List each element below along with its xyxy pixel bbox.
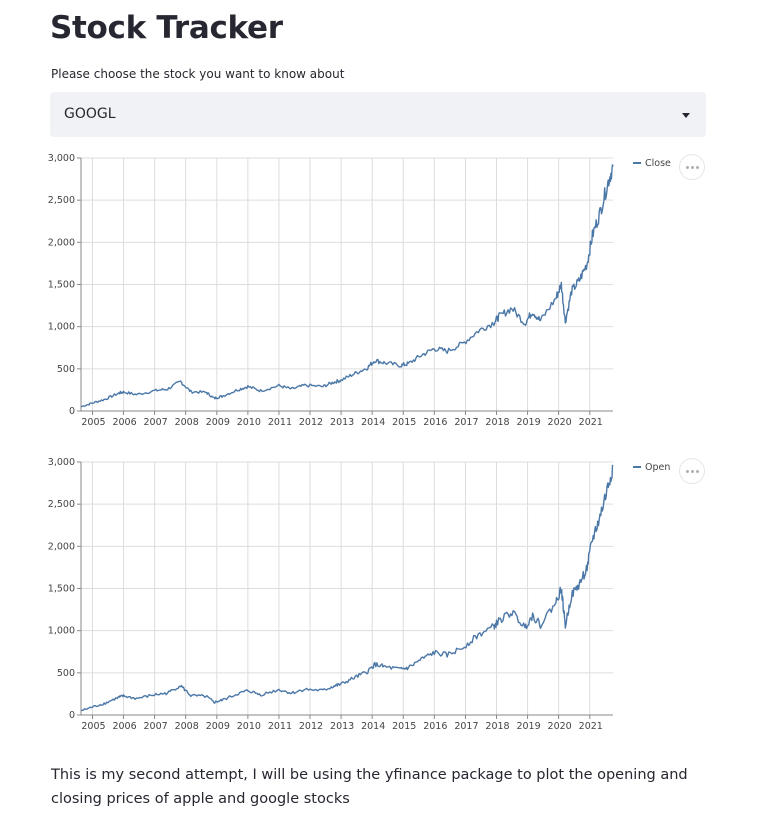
x-tick-label: 2017 [454, 417, 478, 428]
x-tick-label: 2006 [112, 721, 136, 732]
x-tick-label: 2010 [237, 721, 261, 732]
close-chart-svg: 0 500 1,000 1,500 2,000 2,500 3,000 2005 2006 200… [48, 153, 671, 428]
x-tick-label: 2008 [175, 417, 199, 428]
x-tick-label: 2014 [361, 721, 385, 732]
x-tick-label: 2019 [516, 417, 540, 428]
y-tick-label: 1,500 [48, 584, 75, 595]
x-tick-label: 2021 [579, 417, 603, 428]
x-tick-label: 2006 [112, 417, 136, 428]
y-tick-label: 1,000 [48, 322, 75, 333]
x-tick-label: 2019 [516, 721, 540, 732]
x-tick-label: 2021 [579, 721, 603, 732]
y-tick-label: 1,000 [48, 626, 75, 637]
y-tick-label: 2,500 [48, 499, 75, 510]
stock-select[interactable]: GOOGL [50, 92, 706, 137]
y-tick-label: 2,000 [48, 237, 75, 248]
open-chart: 0 500 1,000 1,500 2,000 2,500 3,000 2005 2006 200… [0, 449, 769, 739]
chart-menu-button[interactable] [679, 154, 705, 180]
x-tick-label: 2009 [206, 721, 230, 732]
series-line-open [80, 464, 614, 712]
x-tick-label: 2012 [299, 417, 323, 428]
legend-label: Open [645, 462, 670, 473]
x-tick-label: 2017 [454, 721, 478, 732]
x-tick-label: 2008 [175, 721, 199, 732]
x-tick-label: 2005 [81, 417, 105, 428]
y-tick-label: 3,000 [48, 457, 75, 468]
description-paragraph: This is my second attempt, I will be usi… [51, 767, 688, 807]
y-tick-label: 500 [57, 668, 75, 679]
y-tick-label: 0 [69, 710, 75, 721]
x-tick-label: 2015 [392, 721, 416, 732]
page-title: Stock Tracker [50, 10, 283, 46]
x-tick-label: 2020 [548, 417, 572, 428]
x-tick-label: 2011 [268, 417, 292, 428]
x-tick-label: 2009 [206, 417, 230, 428]
y-tick-label: 1,500 [48, 280, 75, 291]
more-horizontal-icon [685, 165, 699, 169]
x-tick-label: 2018 [485, 721, 509, 732]
x-tick-label: 2007 [144, 417, 168, 428]
x-tick-label: 2011 [268, 721, 292, 732]
y-tick-label: 3,000 [48, 153, 75, 164]
select-value: GOOGL [64, 106, 116, 122]
select-label: Please choose the stock you want to know… [51, 67, 345, 81]
y-tick-label: 500 [57, 364, 75, 375]
x-tick-label: 2018 [485, 417, 509, 428]
y-tick-label: 2,000 [48, 541, 75, 552]
x-tick-label: 2012 [299, 721, 323, 732]
x-tick-label: 2016 [423, 417, 447, 428]
legend-label: Close [645, 158, 671, 169]
chart-menu-button[interactable] [679, 458, 705, 484]
y-tick-label: 2,500 [48, 195, 75, 206]
more-horizontal-icon [685, 469, 699, 473]
x-tick-label: 2013 [330, 417, 354, 428]
x-tick-label: 2013 [330, 721, 354, 732]
x-tick-label: 2007 [144, 721, 168, 732]
x-tick-label: 2015 [392, 417, 416, 428]
open-chart-svg: 0 500 1,000 1,500 2,000 2,500 3,000 2005 2006 200… [48, 457, 671, 732]
x-tick-label: 2005 [81, 721, 105, 732]
caret-down-icon[interactable] [682, 113, 690, 118]
x-tick-label: 2016 [423, 721, 447, 732]
x-tick-label: 2014 [361, 417, 385, 428]
y-tick-label: 0 [69, 406, 75, 417]
x-tick-label: 2010 [237, 417, 261, 428]
x-tick-label: 2020 [548, 721, 572, 732]
series-line-close [80, 164, 614, 408]
close-chart: 0 500 1,000 1,500 2,000 2,500 3,000 2005 2006 200… [0, 145, 769, 435]
